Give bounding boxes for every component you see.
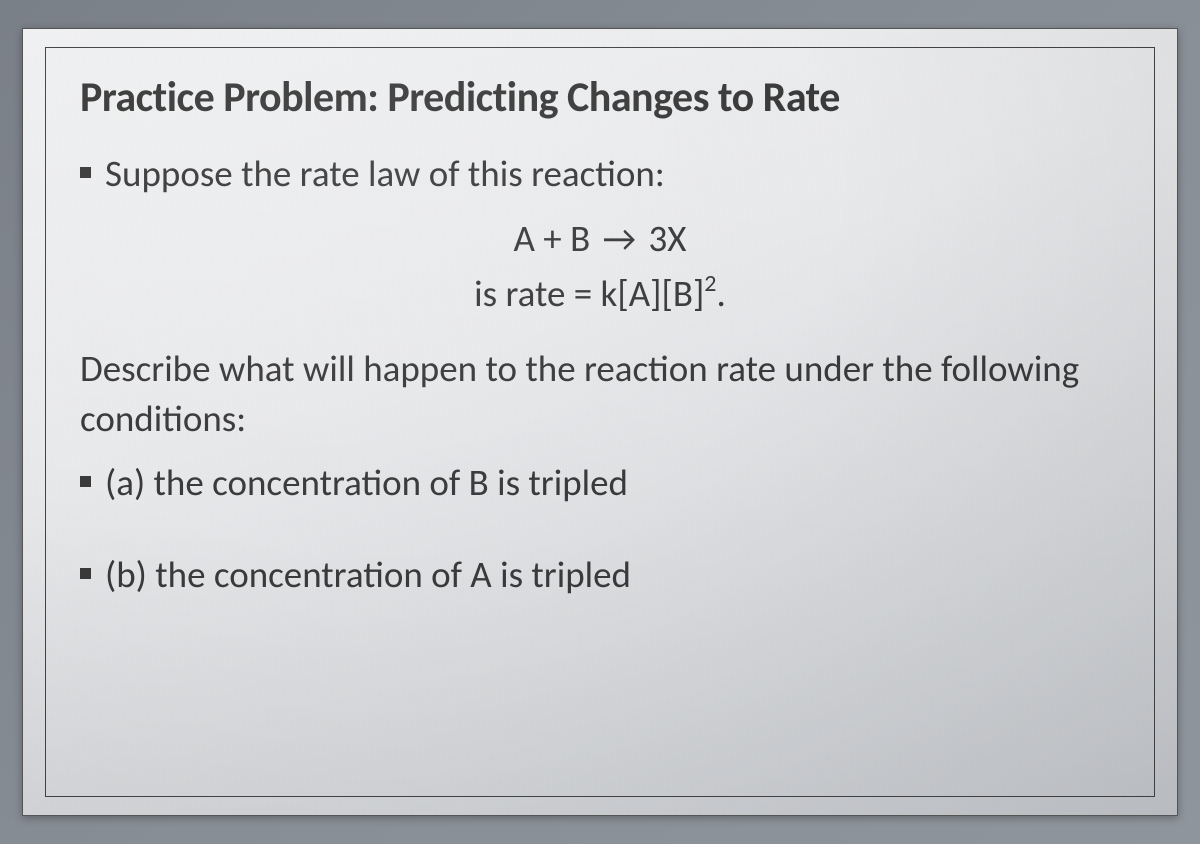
item-a-line: (a) the concentration of B is tripled [80, 458, 1120, 508]
item-b-text: (b) the concentration of A is tripled [105, 550, 631, 600]
rate-law-prefix: is rate = k[A][B] [474, 271, 704, 316]
arrow-icon: → [599, 211, 641, 267]
square-bullet-icon [80, 568, 91, 579]
reaction-equation: A + B → 3X [80, 211, 1120, 267]
equation-block: A + B → 3X is rate = k[A][B]2. [80, 211, 1120, 322]
slide-title: Practice Problem: Predicting Changes to … [80, 72, 1120, 123]
rate-law-suffix: . [717, 271, 726, 316]
item-a-text: (a) the concentration of B is tripled [105, 458, 628, 508]
rate-law-exponent: 2 [704, 269, 716, 298]
content-box: Practice Problem: Predicting Changes to … [45, 47, 1155, 797]
slide-container: Practice Problem: Predicting Changes to … [22, 28, 1178, 816]
describe-block: Describe what will happen to the reactio… [80, 344, 1120, 444]
intro-bullet-line: Suppose the rate law of this reaction: [80, 149, 1120, 199]
square-bullet-icon [80, 476, 91, 487]
intro-text: Suppose the rate law of this reaction: [105, 149, 665, 199]
square-bullet-icon [80, 167, 91, 178]
equation-right: 3X [648, 216, 686, 261]
equation-left: A + B [514, 216, 591, 261]
item-b-line: (b) the concentration of A is tripled [80, 550, 1120, 600]
rate-law-equation: is rate = k[A][B]2. [80, 266, 1120, 322]
describe-text: Describe what will happen to the reactio… [80, 344, 1120, 444]
